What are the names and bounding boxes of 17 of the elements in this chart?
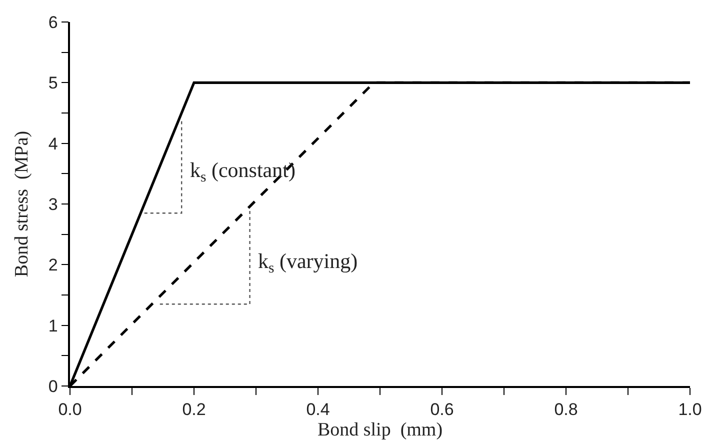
x-tick-label: 0.0 xyxy=(58,400,82,420)
y-axis-title: Bond stress (MPa) xyxy=(12,130,33,278)
y-tick-label: 6 xyxy=(48,12,58,32)
x-tick-label: 0.2 xyxy=(182,400,206,420)
x-tick-label: 1.0 xyxy=(678,400,702,420)
x-tick-label: 0.8 xyxy=(554,400,578,420)
y-tick-label: 0 xyxy=(48,376,58,396)
x-tick-label: 0.6 xyxy=(430,400,454,420)
y-tick-label: 5 xyxy=(48,74,58,93)
y-tick-label: 3 xyxy=(48,194,58,214)
y-tick-label: 4 xyxy=(48,134,58,154)
x-axis-title: Bond slip (mm) xyxy=(317,419,443,440)
annotation: k$_{s}$ (constant) xyxy=(190,158,296,186)
y-tick-label: 1 xyxy=(48,316,58,336)
x-tick-label: 0.4 xyxy=(306,400,330,420)
y-tick-label: 2 xyxy=(48,256,58,275)
annotation: k$_{s}$ (varying) xyxy=(258,249,358,276)
